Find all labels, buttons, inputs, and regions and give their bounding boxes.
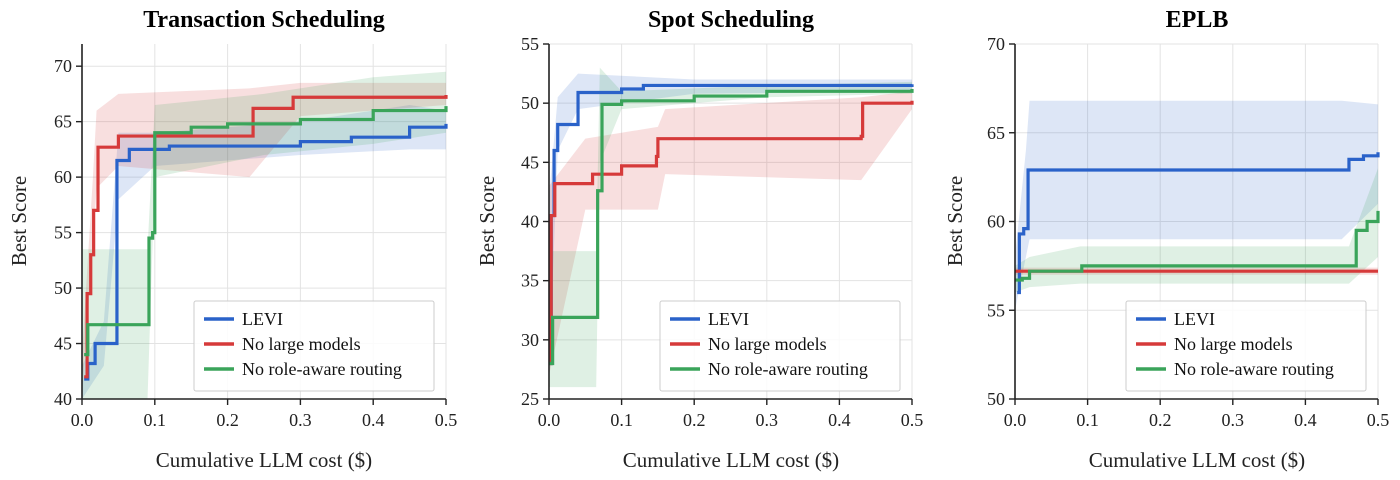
x-tick-label: 0.0 xyxy=(538,410,561,430)
x-tick-label: 0.2 xyxy=(216,410,239,430)
y-tick-label: 50 xyxy=(54,278,72,298)
x-tick-label: 0.3 xyxy=(289,410,312,430)
panel-eplb: EPLB Best Score Cumulative LLM cost ($) … xyxy=(943,7,1389,472)
legend-label: LEVI xyxy=(242,309,283,329)
band-no-large-models xyxy=(549,91,912,376)
y-axis-label: Best Score xyxy=(943,176,967,266)
y-tick-label: 30 xyxy=(521,330,539,350)
x-tick-label: 0.0 xyxy=(1004,410,1027,430)
x-tick-label: 0.5 xyxy=(901,410,924,430)
y-tick-label: 55 xyxy=(521,34,539,54)
series-line-no-role-aware-routing xyxy=(1015,210,1380,282)
y-tick-label: 50 xyxy=(521,93,539,113)
y-tick-label: 60 xyxy=(54,167,72,187)
band-no-role-aware-routing xyxy=(1015,168,1378,293)
band-levi xyxy=(1015,100,1378,311)
x-tick-label: 0.1 xyxy=(610,410,633,430)
x-tick-label: 0.4 xyxy=(828,410,851,430)
legend-label: LEVI xyxy=(1174,309,1215,329)
legend-label: No large models xyxy=(1174,334,1293,354)
legend: LEVI No large models No role-aware routing xyxy=(1125,300,1367,392)
chart-title: EPLB xyxy=(1166,7,1229,33)
panel-spot-scheduling: Spot Scheduling Best Score Cumulative LL… xyxy=(475,7,923,472)
y-tick-label: 65 xyxy=(987,123,1005,143)
x-tick-label: 0.1 xyxy=(1076,410,1099,430)
x-tick-label: 0.2 xyxy=(1149,410,1172,430)
x-tick-label: 0.2 xyxy=(683,410,706,430)
y-tick-label: 40 xyxy=(521,212,539,232)
plot-area xyxy=(549,67,914,388)
chart-title: Transaction Scheduling xyxy=(143,7,385,33)
grid-lines xyxy=(81,44,447,400)
legend: LEVI No large models No role-aware routing xyxy=(659,300,901,392)
x-axis-label: Cumulative LLM cost ($) xyxy=(156,448,372,472)
x-axis-label: Cumulative LLM cost ($) xyxy=(623,448,839,472)
y-tick-label: 65 xyxy=(54,112,72,132)
y-tick-label: 70 xyxy=(987,34,1005,54)
x-tick-label: 0.3 xyxy=(1222,410,1245,430)
plot-area xyxy=(1015,100,1380,311)
legend-box xyxy=(1125,300,1367,392)
y-tick-label: 70 xyxy=(54,56,72,76)
y-tick-label: 50 xyxy=(987,389,1005,409)
x-tick-label: 0.4 xyxy=(1294,410,1317,430)
legend-label: No large models xyxy=(242,334,361,354)
x-axis-label: Cumulative LLM cost ($) xyxy=(1089,448,1305,472)
panel-transaction-scheduling: Transaction Scheduling Best Score Cumula… xyxy=(7,7,457,472)
legend-box xyxy=(193,300,435,392)
series-line-levi xyxy=(84,123,448,381)
y-tick-label: 45 xyxy=(521,152,539,172)
x-tick-label: 0.0 xyxy=(71,410,94,430)
y-axis-label: Best Score xyxy=(475,176,499,266)
x-tick-label: 0.5 xyxy=(435,410,458,430)
x-tick-label: 0.4 xyxy=(362,410,385,430)
legend-label: No role-aware routing xyxy=(708,359,868,379)
plot-area xyxy=(82,71,448,399)
legend-label: No role-aware routing xyxy=(242,359,402,379)
legend: LEVI No large models No role-aware routing xyxy=(193,300,435,392)
series-line-no-role-aware-routing xyxy=(84,106,448,357)
y-tick-label: 35 xyxy=(521,271,539,291)
y-tick-label: 25 xyxy=(521,389,539,409)
band-no-role-aware-routing xyxy=(82,71,446,399)
legend-label: No large models xyxy=(708,334,827,354)
y-tick-label: 60 xyxy=(987,212,1005,232)
band-levi xyxy=(549,73,912,376)
x-tick-label: 0.3 xyxy=(756,410,779,430)
legend-box xyxy=(659,300,901,392)
y-tick-label: 55 xyxy=(987,300,1005,320)
chart-title: Spot Scheduling xyxy=(648,7,814,33)
band-no-large-models xyxy=(82,82,446,394)
y-tick-label: 55 xyxy=(54,223,72,243)
legend-label: LEVI xyxy=(708,309,749,329)
series-line-no-large-models xyxy=(84,95,448,379)
series-line-levi xyxy=(1017,152,1380,295)
y-tick-label: 40 xyxy=(54,389,72,409)
x-tick-label: 0.1 xyxy=(144,410,167,430)
series-line-no-large-models xyxy=(549,100,914,366)
y-tick-label: 45 xyxy=(54,334,72,354)
band-no-role-aware-routing xyxy=(549,67,912,388)
y-axis-label: Best Score xyxy=(7,176,31,266)
series-line-no-role-aware-routing xyxy=(549,88,914,366)
x-tick-label: 0.5 xyxy=(1367,410,1390,430)
legend-label: No role-aware routing xyxy=(1174,359,1334,379)
